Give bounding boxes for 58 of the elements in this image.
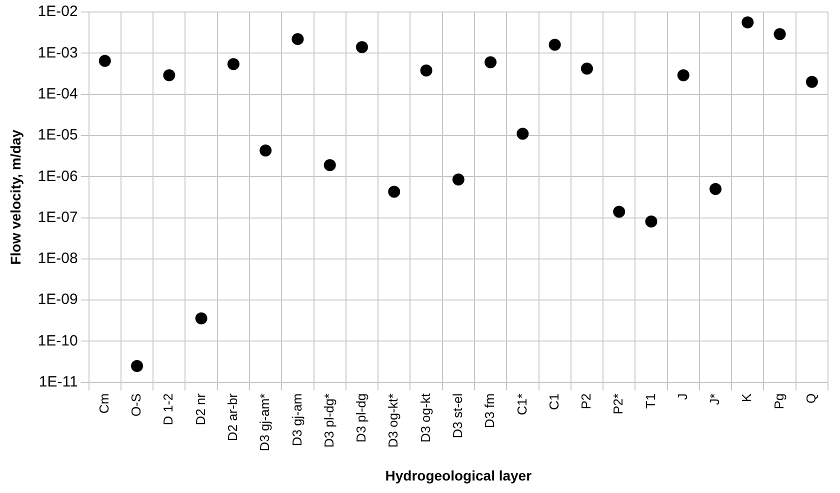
point	[742, 16, 754, 28]
x-tick-label: D3 og-kt	[418, 393, 433, 443]
y-tick-label: 1E-08	[38, 250, 78, 268]
point	[131, 360, 144, 372]
y-tick-label: 1E-09	[38, 291, 78, 308]
point	[227, 58, 240, 70]
x-tick-label: O-S	[128, 393, 144, 417]
x-tick-label: J*	[707, 393, 722, 405]
x-tick-label: D 1-2	[160, 393, 176, 426]
x-tick-label: D3 st-el	[450, 393, 465, 438]
y-tick-label: 1E-07	[38, 208, 78, 226]
x-tick-label: P2	[578, 393, 594, 410]
x-tick-label: Cm	[96, 393, 112, 414]
x-tick-label: K	[739, 393, 754, 402]
y-axis-title: Flow velocity, m/day	[7, 129, 24, 265]
point	[388, 186, 400, 198]
point	[420, 64, 432, 76]
point	[548, 38, 561, 51]
x-tick-label: D3 pl-dg	[354, 393, 369, 443]
point	[710, 183, 722, 196]
point	[516, 128, 529, 140]
point	[484, 56, 497, 68]
point	[260, 144, 272, 157]
x-tick-label: C1	[546, 393, 562, 410]
point	[98, 54, 111, 67]
point	[195, 312, 208, 324]
point	[452, 174, 464, 186]
x-tick-label: T1	[642, 393, 658, 409]
x-tick-label: J	[674, 393, 690, 400]
point	[292, 33, 304, 46]
point	[356, 41, 368, 54]
y-tick-label: 1E-10	[38, 332, 78, 350]
x-tick-label: D3 gj-am*	[257, 393, 272, 452]
x-tick-label: D3 fm	[482, 393, 498, 428]
point	[163, 69, 176, 82]
x-tick-label: C1*	[514, 393, 530, 416]
x-tick-label: P2*	[610, 393, 626, 414]
point	[645, 216, 658, 228]
y-tick-label: 1E-03	[38, 44, 78, 62]
x-tick-label: D2 ar-br	[225, 392, 240, 442]
y-tick-label: 1E-02	[38, 3, 78, 20]
x-tick-label: Pg	[771, 393, 786, 410]
point	[324, 159, 336, 172]
x-tick-label: Q	[804, 393, 819, 404]
x-tick-label: D3 gj-am	[289, 393, 304, 446]
point	[806, 76, 818, 88]
y-tick-label: 1E-05	[38, 126, 78, 144]
x-axis-title: Hydrogeological layer	[385, 467, 532, 484]
point	[613, 206, 626, 218]
x-tick-label: D3 pl-dg*	[321, 393, 336, 448]
point	[677, 69, 690, 82]
point	[580, 62, 593, 75]
y-tick-label: 1E-04	[38, 85, 78, 102]
y-tick-label: 1E-06	[38, 168, 78, 185]
point	[774, 28, 786, 40]
x-tick-label: D2 nr	[192, 392, 208, 426]
y-tick-label: 1E-11	[38, 374, 78, 391]
x-tick-label: D3 og-kt*	[386, 393, 401, 448]
